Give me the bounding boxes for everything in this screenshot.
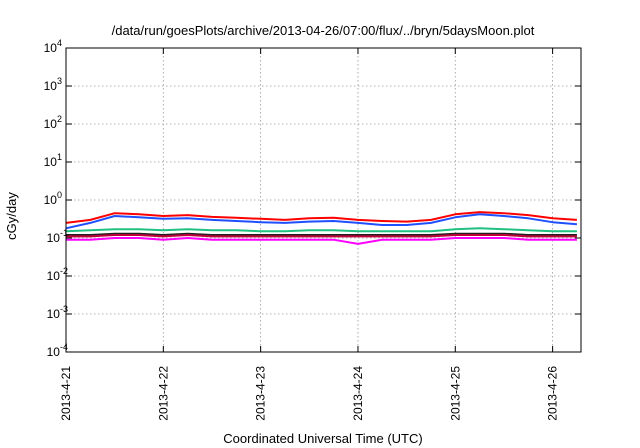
y-tick-exponent: 3 xyxy=(57,76,62,86)
y-tick-exponent: 4 xyxy=(57,38,62,48)
x-axis-title: Coordinated Universal Time (UTC) xyxy=(223,431,422,446)
grid-layer xyxy=(66,48,581,352)
y-tick-exponent: 1 xyxy=(57,152,62,162)
chart-title: /data/run/goesPlots/archive/2013-04-26/0… xyxy=(112,23,535,38)
y-tick-label: 104 xyxy=(44,38,62,55)
y-tick-label: 102 xyxy=(44,114,62,131)
y-tick-exponent: -4 xyxy=(60,342,68,352)
x-tick-label: 2013-4-25 xyxy=(448,366,462,421)
tick-label-layer: 10-410-310-210-11001011021031042013-4-21… xyxy=(44,38,560,421)
x-tick-label: 2013-4-21 xyxy=(59,366,73,421)
y-tick-exponent: 2 xyxy=(57,114,62,124)
series-line xyxy=(65,211,577,224)
x-tick-label: 2013-4-26 xyxy=(546,366,560,421)
x-tick-label: 2013-4-22 xyxy=(156,366,170,421)
series-line xyxy=(65,213,577,230)
series-line xyxy=(65,227,577,233)
y-axis-title: cGy/day xyxy=(4,192,19,240)
series-line xyxy=(66,234,577,238)
y-tick-label: 10-3 xyxy=(47,304,68,321)
y-tick-label: 10-4 xyxy=(47,342,68,359)
series-line xyxy=(66,232,577,236)
y-tick-exponent: -2 xyxy=(60,266,68,276)
series-layer xyxy=(65,211,577,245)
series-line xyxy=(66,237,577,245)
y-tick-label: 10-1 xyxy=(47,228,68,245)
y-tick-exponent: -3 xyxy=(60,304,68,314)
x-tick-label: 2013-4-23 xyxy=(254,366,268,421)
x-tick-label: 2013-4-24 xyxy=(351,366,365,421)
y-tick-exponent: 0 xyxy=(57,190,62,200)
y-tick-label: 103 xyxy=(44,76,62,93)
y-tick-label: 100 xyxy=(44,190,62,207)
y-tick-label: 10-2 xyxy=(47,266,68,283)
tick-layer xyxy=(65,47,581,353)
y-tick-label: 101 xyxy=(44,152,62,169)
y-tick-exponent: -1 xyxy=(60,228,68,238)
